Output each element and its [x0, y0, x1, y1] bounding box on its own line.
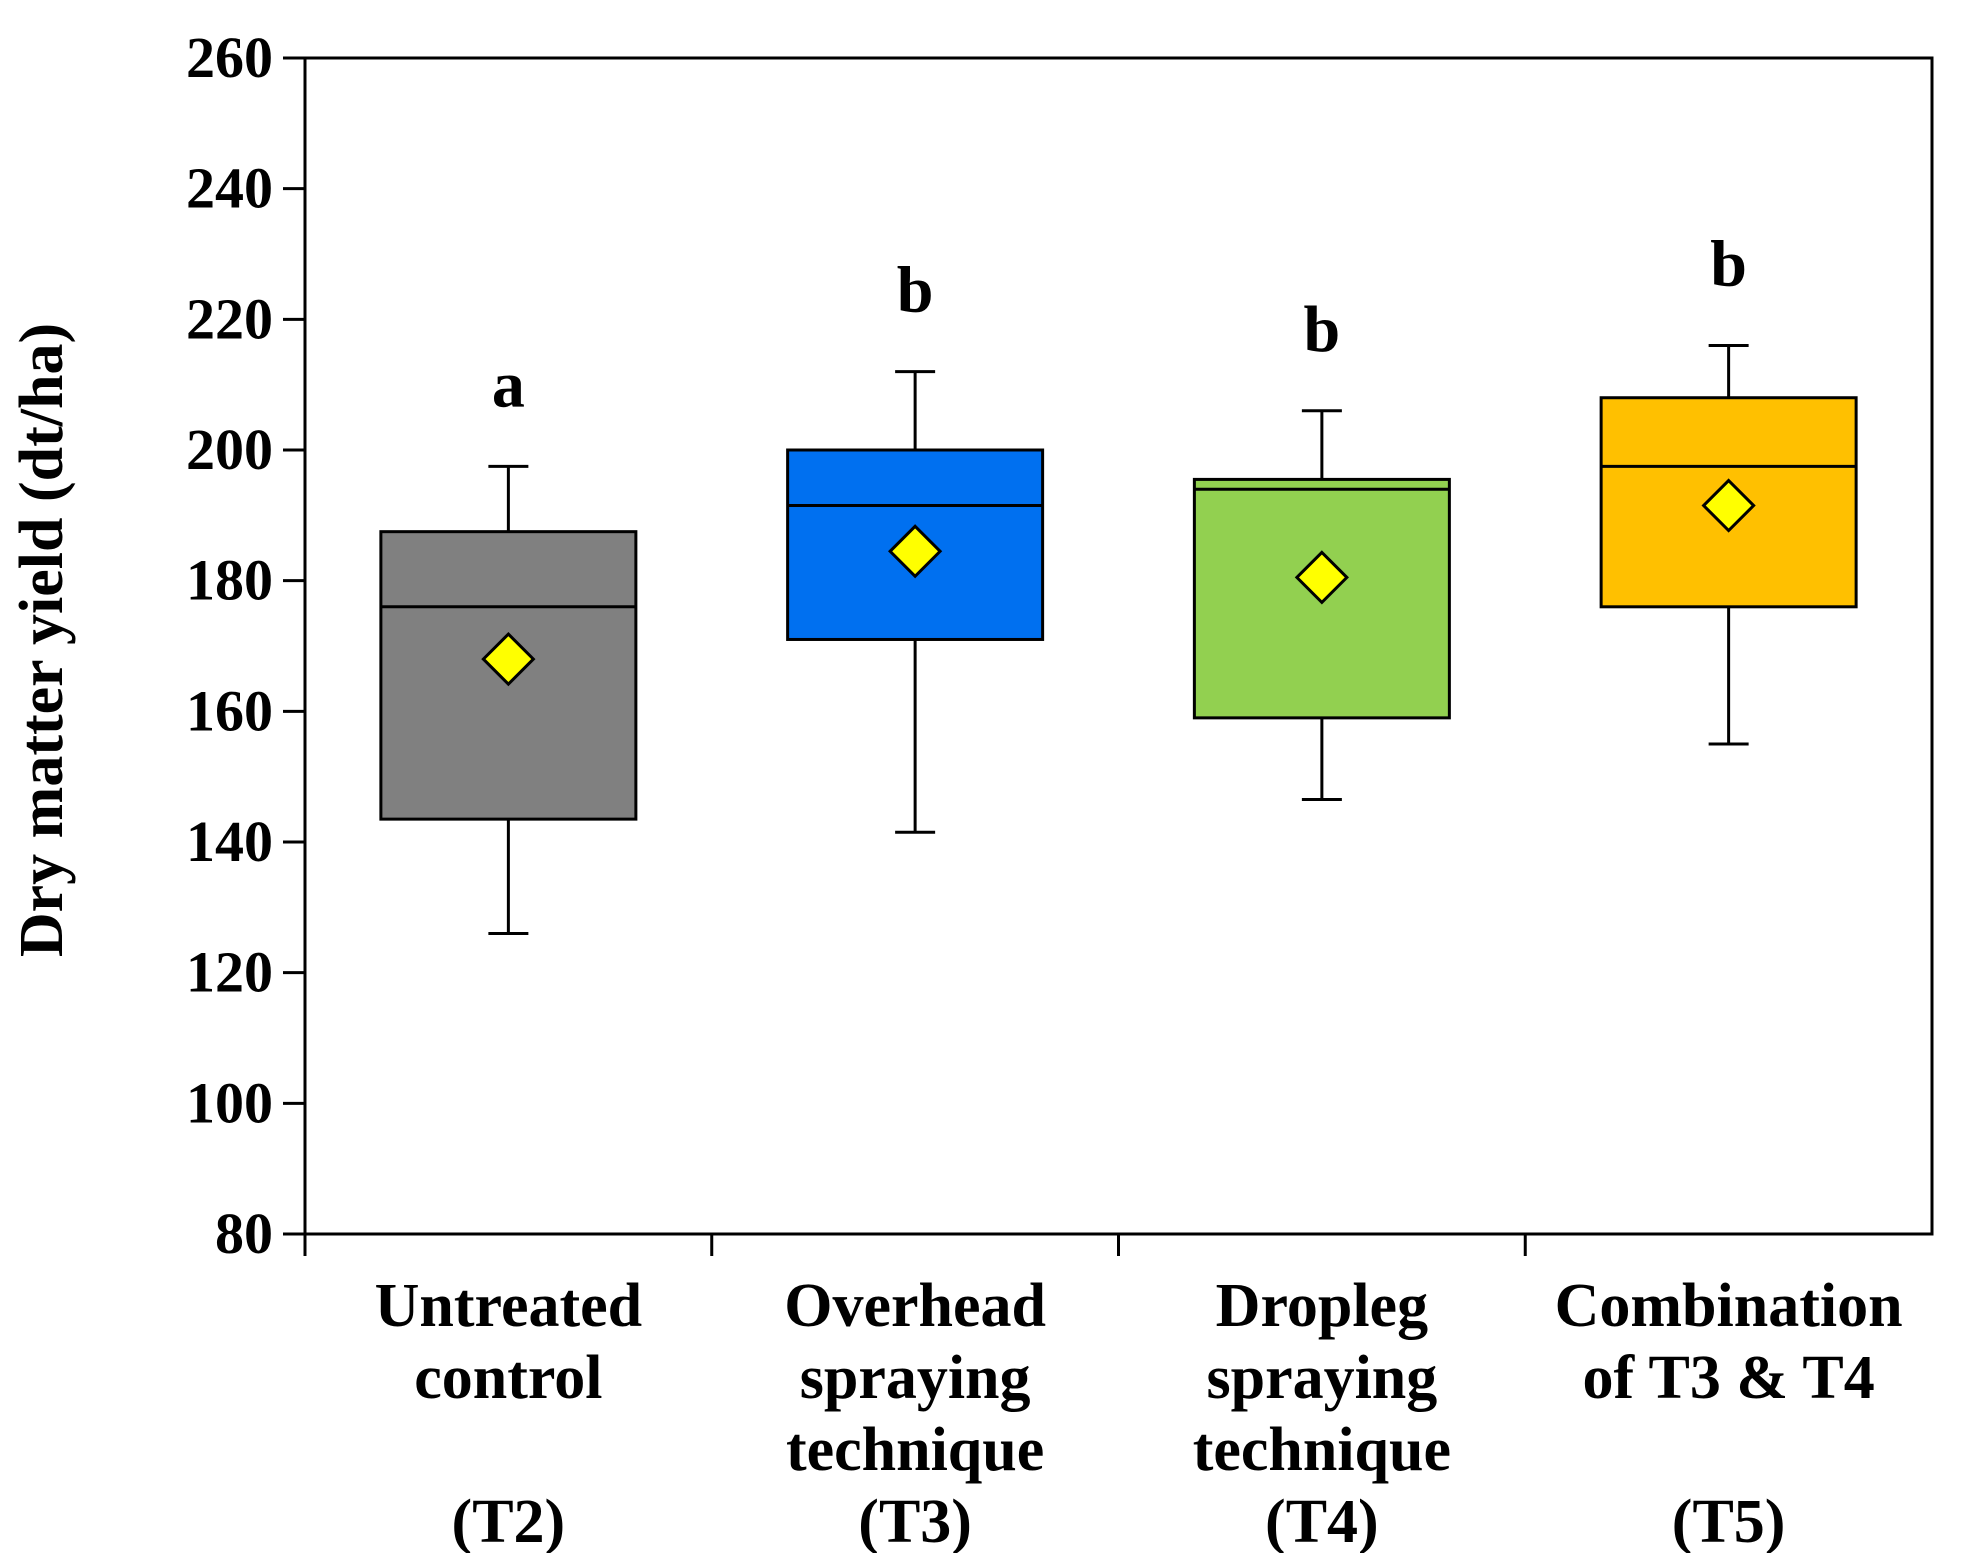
mean-marker	[888, 524, 943, 579]
box-group: b	[786, 254, 1045, 834]
y-tick-label: 100	[186, 1070, 273, 1135]
y-tick-label: 220	[186, 286, 273, 351]
y-tick-label: 120	[186, 940, 273, 1005]
x-category-label: (T2)	[452, 1488, 566, 1553]
x-category-label: control	[414, 1344, 602, 1412]
x-category-label: spraying	[800, 1344, 1031, 1412]
x-category-label: (T5)	[1672, 1488, 1786, 1553]
y-tick-label: 240	[186, 156, 273, 221]
mean-marker	[1294, 550, 1349, 605]
x-category-label: (T4)	[1265, 1488, 1379, 1553]
box-series: a b b b	[379, 227, 1858, 935]
mean-marker	[481, 631, 536, 687]
x-category-label: technique	[1193, 1416, 1451, 1484]
x-category-label: technique	[786, 1416, 1044, 1484]
x-category-label: spraying	[1206, 1344, 1437, 1412]
x-category-label: Combination	[1555, 1272, 1903, 1340]
y-axis-ticks: 80 100 120 140 160 180 200 220 240 260	[186, 25, 305, 1266]
y-tick-label: 80	[215, 1201, 273, 1266]
x-category-label: Untreated	[375, 1272, 642, 1340]
significance-letter: b	[897, 254, 934, 327]
box-group: b	[1192, 293, 1451, 802]
y-tick-label: 160	[186, 678, 273, 743]
y-tick-label: 260	[186, 25, 273, 90]
y-axis-title-group: Dry matter yield (dt/ha)	[8, 323, 76, 957]
y-axis-title: Dry matter yield (dt/ha)	[8, 323, 76, 957]
box-group: b	[1599, 227, 1858, 746]
significance-letter: a	[492, 348, 525, 421]
x-category-label: Dropleg	[1216, 1272, 1428, 1340]
significance-letter: b	[1304, 293, 1341, 366]
x-category-label: of T3 & T4	[1582, 1344, 1874, 1412]
plot-frame	[303, 56, 1934, 1236]
significance-letter: b	[1710, 227, 1747, 300]
y-tick-label: 200	[186, 417, 273, 482]
mean-marker	[1701, 478, 1756, 533]
y-tick-label: 140	[186, 809, 273, 874]
box-group: a	[379, 348, 638, 935]
x-category-label: (T3)	[858, 1488, 972, 1553]
x-category-label: Overhead	[784, 1272, 1046, 1340]
y-tick-label: 180	[186, 548, 273, 613]
x-axis-categories: Untreatedcontrol(T2)Overheadsprayingtech…	[303, 1234, 1903, 1553]
